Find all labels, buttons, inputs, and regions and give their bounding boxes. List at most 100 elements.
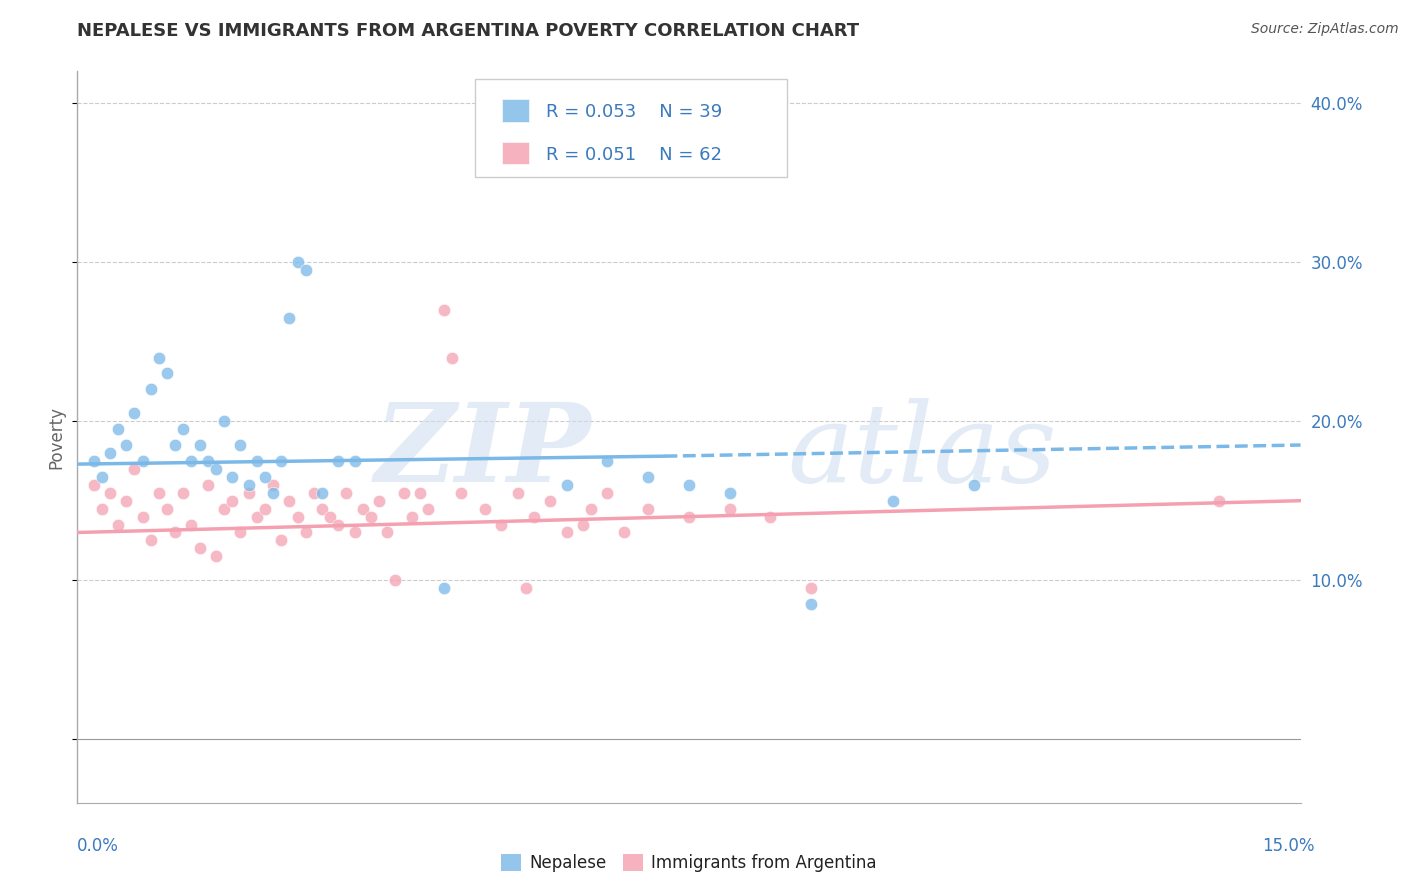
Point: [205, 462, 228, 476]
Point: [188, 541, 211, 556]
Text: 0.0%: 0.0%: [77, 837, 120, 855]
Point: [335, 485, 357, 500]
Point: [800, 581, 823, 595]
Point: [148, 485, 170, 500]
FancyBboxPatch shape: [502, 142, 529, 164]
Point: [637, 470, 659, 484]
Point: [238, 477, 260, 491]
Point: [115, 438, 138, 452]
Point: [131, 509, 153, 524]
Point: [107, 517, 129, 532]
Point: [343, 525, 366, 540]
Text: R = 0.053    N = 39: R = 0.053 N = 39: [546, 103, 723, 121]
Point: [343, 454, 366, 468]
Point: [124, 406, 146, 420]
Point: [221, 470, 243, 484]
Point: [156, 501, 179, 516]
Point: [238, 485, 260, 500]
Point: [596, 485, 619, 500]
Point: [572, 517, 595, 532]
Point: [172, 422, 194, 436]
Point: [401, 509, 423, 524]
Point: [538, 493, 561, 508]
FancyBboxPatch shape: [475, 78, 787, 178]
Point: [759, 509, 782, 524]
Point: [368, 493, 391, 508]
Point: [180, 517, 202, 532]
Text: Source: ZipAtlas.com: Source: ZipAtlas.com: [1251, 22, 1399, 37]
Point: [98, 446, 121, 460]
Point: [409, 485, 432, 500]
Point: [165, 438, 187, 452]
Point: [882, 493, 904, 508]
Point: [491, 517, 513, 532]
Text: R = 0.051    N = 62: R = 0.051 N = 62: [546, 145, 721, 164]
FancyBboxPatch shape: [502, 99, 529, 122]
Point: [718, 501, 741, 516]
Point: [360, 509, 382, 524]
Point: [433, 302, 456, 317]
Point: [148, 351, 170, 365]
Point: [963, 477, 986, 491]
Point: [180, 454, 202, 468]
Point: [328, 517, 350, 532]
Text: 15.0%: 15.0%: [1263, 837, 1315, 855]
Point: [253, 501, 276, 516]
Point: [90, 501, 112, 516]
Point: [270, 533, 292, 548]
Point: [278, 493, 301, 508]
Point: [555, 525, 578, 540]
Text: atlas: atlas: [787, 398, 1056, 506]
Point: [107, 422, 129, 436]
Text: ZIP: ZIP: [374, 398, 591, 506]
Point: [124, 462, 146, 476]
Point: [131, 454, 153, 468]
Y-axis label: Poverty: Poverty: [48, 406, 66, 468]
Point: [375, 525, 398, 540]
Point: [165, 525, 187, 540]
Point: [800, 597, 823, 611]
Point: [311, 501, 333, 516]
Point: [115, 493, 138, 508]
Point: [212, 414, 235, 428]
Point: [246, 454, 269, 468]
Point: [287, 509, 309, 524]
Point: [197, 454, 219, 468]
Point: [229, 438, 252, 452]
Point: [287, 255, 309, 269]
Point: [83, 454, 105, 468]
Point: [302, 485, 325, 500]
Point: [221, 493, 243, 508]
Point: [188, 438, 211, 452]
Point: [294, 525, 316, 540]
Point: [90, 470, 112, 484]
Text: NEPALESE VS IMMIGRANTS FROM ARGENTINA POVERTY CORRELATION CHART: NEPALESE VS IMMIGRANTS FROM ARGENTINA PO…: [77, 22, 859, 40]
Legend: Nepalese, Immigrants from Argentina: Nepalese, Immigrants from Argentina: [495, 847, 883, 879]
Point: [319, 509, 342, 524]
Point: [678, 477, 700, 491]
Point: [450, 485, 472, 500]
Point: [262, 477, 284, 491]
Point: [718, 485, 741, 500]
Point: [328, 454, 350, 468]
Point: [98, 485, 121, 500]
Point: [311, 485, 333, 500]
Point: [678, 509, 700, 524]
Point: [246, 509, 269, 524]
Point: [139, 533, 162, 548]
Point: [637, 501, 659, 516]
Point: [197, 477, 219, 491]
Point: [384, 573, 406, 587]
Point: [229, 525, 252, 540]
Point: [205, 549, 228, 564]
Point: [212, 501, 235, 516]
Point: [555, 477, 578, 491]
Point: [474, 501, 496, 516]
Point: [352, 501, 374, 516]
Point: [392, 485, 415, 500]
Point: [433, 581, 456, 595]
Point: [441, 351, 464, 365]
Point: [253, 470, 276, 484]
Point: [270, 454, 292, 468]
Point: [156, 367, 179, 381]
